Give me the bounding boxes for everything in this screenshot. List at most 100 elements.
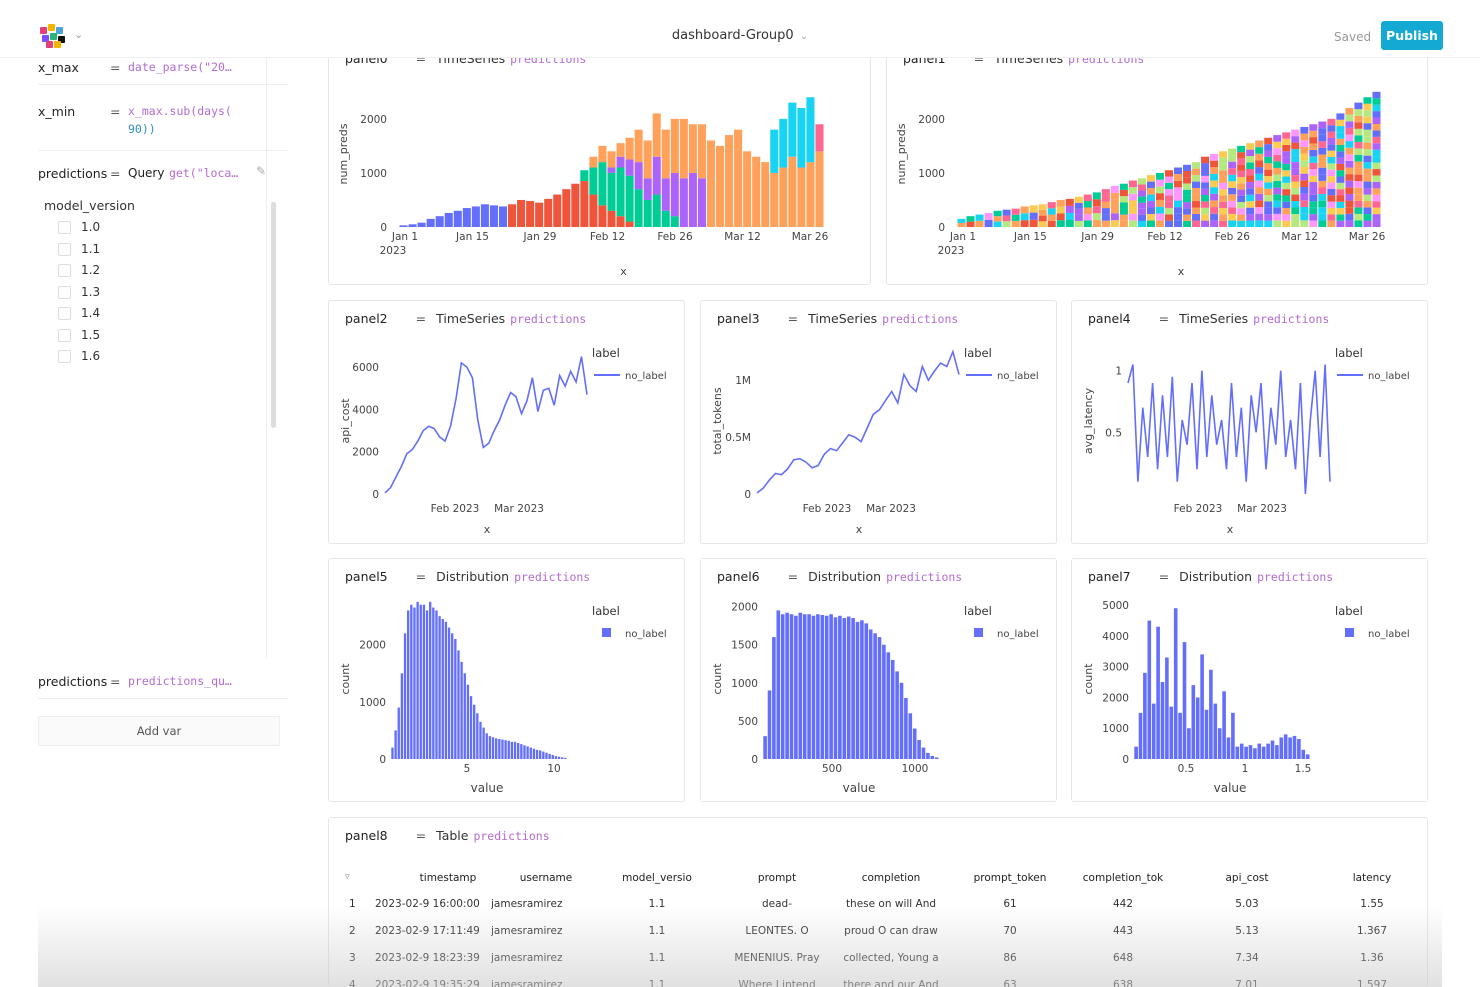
bar-segment[interactable] [1183, 202, 1192, 209]
bar-segment[interactable] [1336, 176, 1345, 183]
bar-segment[interactable] [1228, 194, 1237, 201]
panel-query[interactable]: predictions [514, 570, 591, 584]
bar-segment[interactable] [1300, 173, 1309, 181]
histogram-bar[interactable] [495, 738, 498, 759]
bar-segment[interactable] [1372, 91, 1381, 99]
var-expression-cont[interactable]: 90)) [128, 122, 156, 136]
bar-segment[interactable] [1237, 164, 1246, 171]
histogram-bar[interactable] [542, 751, 545, 759]
histogram-bar[interactable] [400, 673, 404, 759]
bar-segment[interactable] [1273, 220, 1282, 227]
bar-segment[interactable] [1309, 214, 1318, 221]
bar-segment[interactable] [1065, 219, 1074, 227]
bar-segment[interactable] [1110, 185, 1119, 193]
bar-segment[interactable] [806, 97, 815, 163]
panel-name[interactable]: panel3 [717, 311, 760, 326]
bar-segment[interactable] [1155, 179, 1164, 187]
histogram-bar[interactable] [444, 621, 448, 759]
bar-segment[interactable] [1372, 130, 1381, 137]
histogram-bar[interactable] [842, 618, 847, 759]
bar-segment[interactable] [1146, 201, 1155, 208]
panel-query[interactable]: predictions [473, 829, 550, 843]
histogram-bar[interactable] [1147, 620, 1152, 759]
bar-segment[interactable] [562, 189, 571, 227]
bar-segment[interactable] [1155, 220, 1164, 227]
bar-segment[interactable] [670, 118, 679, 173]
bar-segment[interactable] [1363, 162, 1372, 169]
bar-segment[interactable] [797, 108, 806, 168]
bar-segment[interactable] [1074, 202, 1083, 209]
histogram-bar[interactable] [1261, 746, 1266, 759]
bar-segment[interactable] [1074, 196, 1083, 203]
bar-segment[interactable] [1327, 195, 1336, 202]
bar-segment[interactable] [1228, 213, 1237, 221]
histogram-bar[interactable] [767, 690, 772, 759]
histogram-bar[interactable] [391, 747, 394, 759]
bar-segment[interactable] [1219, 220, 1228, 227]
bar-segment[interactable] [589, 167, 598, 195]
bar-segment[interactable] [1336, 144, 1345, 152]
histogram-bar[interactable] [1292, 735, 1297, 759]
bar-segment[interactable] [1282, 157, 1291, 164]
bar-segment[interactable] [797, 167, 806, 227]
histogram-bar[interactable] [469, 696, 473, 759]
histogram-bar[interactable] [851, 618, 855, 759]
histogram-bar[interactable] [413, 607, 416, 759]
bar-segment[interactable] [1372, 175, 1381, 182]
histogram-bar[interactable] [432, 607, 435, 759]
bar-segment[interactable] [1309, 201, 1318, 208]
bar-segment[interactable] [1363, 214, 1372, 221]
bar-segment[interactable] [697, 124, 706, 179]
bar-segment[interactable] [1237, 189, 1246, 196]
bar-segment[interactable] [1219, 201, 1228, 209]
bar-segment[interactable] [1318, 187, 1327, 195]
histogram-bar[interactable] [899, 682, 904, 759]
histogram-bar[interactable] [780, 614, 785, 759]
histogram-bar[interactable] [557, 756, 561, 759]
bar-segment[interactable] [1282, 176, 1291, 183]
bar-segment[interactable] [1300, 206, 1309, 214]
bar-segment[interactable] [1345, 134, 1354, 142]
histogram-bar[interactable] [882, 644, 886, 759]
bar-segment[interactable] [1164, 208, 1174, 215]
histogram-bar[interactable] [794, 615, 798, 759]
bar-segment[interactable] [1038, 215, 1047, 222]
histogram-bar[interactable] [820, 615, 825, 759]
histogram-bar[interactable] [912, 728, 917, 759]
bar-segment[interactable] [1174, 187, 1183, 194]
histogram-bar[interactable] [1204, 709, 1209, 759]
bar-segment[interactable] [1327, 169, 1336, 177]
bar-segment[interactable] [1255, 187, 1264, 194]
bar-segment[interactable] [1092, 206, 1101, 214]
histogram-bar[interactable] [479, 721, 482, 759]
bar-segment[interactable] [1282, 214, 1291, 221]
bar-segment[interactable] [1219, 182, 1228, 190]
histogram-bar[interactable] [451, 633, 454, 759]
histogram-bar[interactable] [1173, 608, 1178, 759]
bar-segment[interactable] [1336, 119, 1345, 127]
bar-segment[interactable] [1318, 174, 1327, 181]
bar-segment[interactable] [993, 221, 1002, 227]
bar-segment[interactable] [1201, 169, 1210, 176]
bar-segment[interactable] [1174, 167, 1183, 175]
histogram-bar[interactable] [1266, 743, 1270, 759]
bar-segment[interactable] [1011, 208, 1020, 215]
bar-segment[interactable] [1354, 148, 1363, 155]
bar-segment[interactable] [1201, 182, 1210, 189]
bar-segment[interactable] [1309, 194, 1318, 202]
panel1[interactable]: panel1 = TimeSeries predictions 2000 1000 0 Jan… [886, 40, 1428, 285]
bar-segment[interactable] [616, 167, 625, 217]
bar-segment[interactable] [1300, 180, 1309, 187]
bar-segment[interactable] [1291, 129, 1300, 137]
bar-segment[interactable] [688, 124, 697, 173]
bar-segment[interactable] [1372, 98, 1381, 105]
checkbox[interactable] [58, 350, 71, 363]
chevron-down-icon[interactable]: ⌄ [74, 28, 84, 41]
bar-segment[interactable] [1354, 181, 1363, 188]
var-expression[interactable]: predictions_qu… [128, 674, 232, 688]
bar-segment[interactable] [1318, 213, 1327, 221]
bar-segment[interactable] [1354, 200, 1363, 208]
histogram-bar[interactable] [1151, 703, 1156, 759]
bar-segment[interactable] [1336, 214, 1345, 221]
bar-segment[interactable] [1219, 170, 1228, 177]
